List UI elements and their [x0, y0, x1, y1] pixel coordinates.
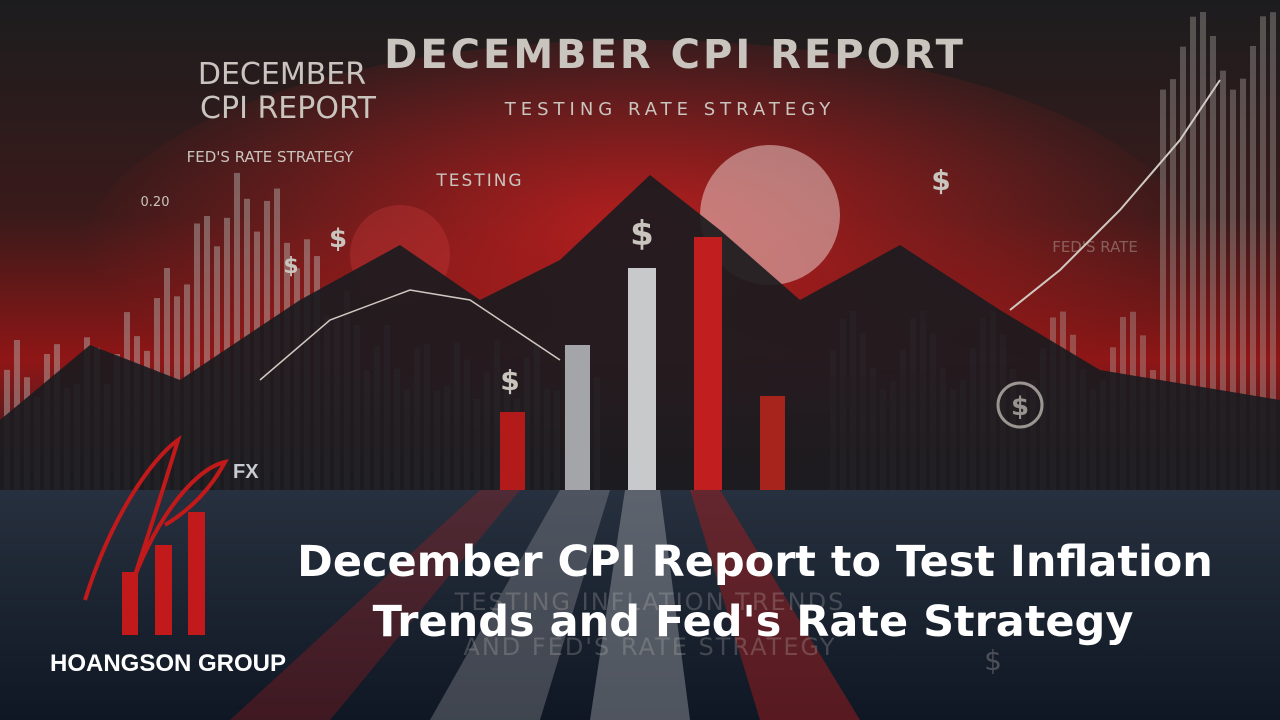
- bg-reflection: TESTING INFLATION TRENDS: [454, 588, 846, 616]
- decor-bar: [1220, 70, 1226, 491]
- bg-reflection: AND FED'S RATE STRATEGY: [463, 633, 836, 661]
- decor-bar: [1180, 46, 1186, 490]
- logo-swoosh: [83, 434, 229, 601]
- logo-bar: [155, 545, 172, 635]
- decor-bar: [1160, 89, 1166, 491]
- bg-right-label: FED'S RATE: [1052, 238, 1138, 256]
- floor-stripe: [690, 490, 860, 720]
- bg-testing: TESTING: [435, 171, 523, 191]
- headline: Trends and Fed's Rate Strategy: [373, 597, 1134, 647]
- floor-stripe: [430, 490, 610, 720]
- dollar-sign: $: [500, 364, 519, 397]
- dollar-sign: $: [931, 164, 950, 197]
- bg-left-subtitle: FED'S RATE STRATEGY: [187, 148, 355, 166]
- chart-bar: [694, 237, 722, 490]
- dollar-sign: $: [283, 254, 298, 279]
- dollar-sign: $: [984, 644, 1002, 677]
- dollar-sign: $: [329, 224, 347, 254]
- bg-left-title: DECEMBER: [198, 57, 366, 92]
- decor-bar: [194, 223, 200, 490]
- headline: December CPI Report to Test Inflation: [297, 537, 1213, 587]
- bg-subtitle: TESTING RATE STRATEGY: [504, 99, 836, 120]
- decor-bar: [1230, 89, 1236, 491]
- decor-bar: [1270, 12, 1276, 491]
- floor-stripe: [230, 490, 520, 720]
- logo-bar: [122, 572, 138, 635]
- chart-bar: [760, 396, 785, 490]
- coin: [996, 381, 1044, 429]
- logo-brand: HOANGSON GROUP: [50, 650, 286, 677]
- floor-stripe: [590, 490, 690, 720]
- decor-bar: [1170, 79, 1176, 490]
- logo: FX HOANGSON GROUP: [50, 434, 286, 677]
- decor-bar: [1260, 16, 1266, 490]
- floor: [0, 490, 1280, 720]
- logo-bar: [188, 512, 205, 635]
- logo-badge: FX: [233, 461, 259, 483]
- bg-level: 0.20: [141, 195, 170, 210]
- decor-bar: [204, 215, 210, 490]
- decor-bar: [234, 172, 240, 490]
- decor-bar: [1250, 45, 1256, 491]
- chart-bar: [628, 268, 656, 490]
- bg-left-title: CPI REPORT: [200, 91, 377, 126]
- trend-line: [259, 289, 561, 381]
- decor-bar: [1240, 78, 1246, 490]
- bg-title: DECEMBER CPI REPORT: [384, 32, 966, 78]
- dollar-sign: $: [1011, 392, 1029, 422]
- decor-bar: [1190, 16, 1196, 490]
- chart-bar: [500, 412, 525, 490]
- trend-line: [1009, 79, 1221, 311]
- decor-bar: [1210, 36, 1216, 490]
- dollar-sign: $: [630, 214, 654, 254]
- chart-bar: [565, 345, 590, 490]
- decor-bar: [1200, 11, 1206, 491]
